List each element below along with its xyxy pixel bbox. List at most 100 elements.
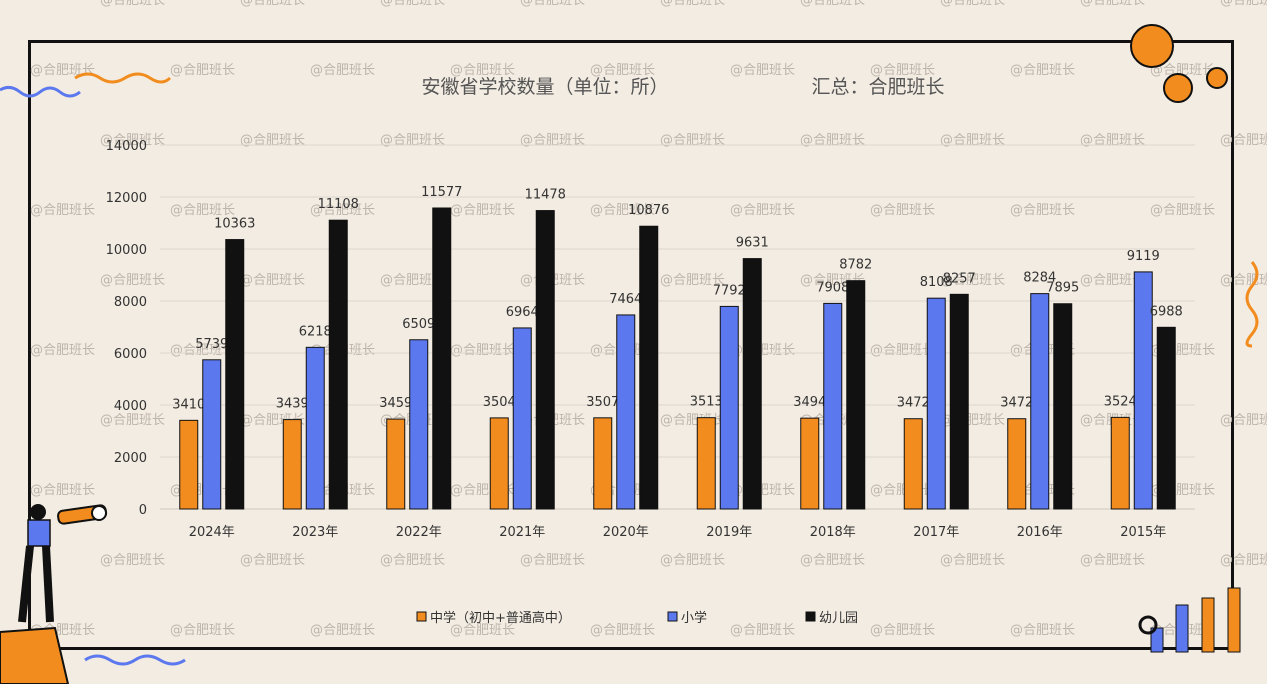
data-label: 10363 — [214, 217, 255, 232]
watermark-text: @合肥班长 — [870, 623, 935, 638]
watermark-text: @合肥班长 — [520, 0, 585, 8]
watermark-text: @合肥班长 — [1150, 63, 1215, 78]
watermark-text: @合肥班长 — [240, 133, 305, 148]
y-tick-label: 12000 — [106, 191, 147, 206]
watermark-text: @合肥班长 — [100, 413, 165, 428]
y-tick-label: 6000 — [114, 347, 147, 362]
bar — [903, 418, 923, 510]
data-label: 9119 — [1127, 249, 1160, 264]
bar — [696, 417, 716, 510]
watermark-text: @合肥班长 — [520, 133, 585, 148]
x-tick-label: 2016年 — [1017, 525, 1063, 540]
watermark-text: @合肥班长 — [590, 203, 655, 218]
x-tick-label: 2023年 — [292, 525, 338, 540]
legend-swatch — [805, 611, 816, 622]
bar — [1110, 416, 1130, 510]
bar — [926, 297, 946, 510]
bar — [328, 219, 348, 510]
legend-label: 幼儿园 — [819, 611, 858, 626]
watermark-text: @合肥班长 — [800, 133, 865, 148]
watermark-text: @合肥班长 — [100, 553, 165, 568]
watermark-text: @合肥班长 — [310, 63, 375, 78]
mini-bar-chart-icon — [1138, 587, 1241, 653]
data-label: 3504 — [483, 395, 516, 410]
watermark-text: @合肥班长 — [1080, 133, 1145, 148]
bar — [800, 417, 820, 510]
chart-title: 安徽省学校数量（单位：所） — [421, 76, 668, 98]
watermark-text: @合肥班长 — [870, 63, 935, 78]
bar — [409, 339, 429, 510]
watermark-text: @合肥班长 — [100, 133, 165, 148]
watermark-text: @合肥班长 — [30, 343, 95, 358]
watermark-text: @合肥班长 — [240, 273, 305, 288]
data-label: 6218 — [299, 324, 332, 339]
bar — [202, 359, 222, 510]
watermark-text: @合肥班长 — [1220, 273, 1267, 288]
legend-swatch — [667, 611, 678, 622]
bar — [386, 418, 406, 510]
data-label: 3494 — [793, 395, 826, 410]
watermark-text: @合肥班长 — [940, 553, 1005, 568]
bar — [225, 239, 245, 510]
watermark-text: @合肥班长 — [940, 273, 1005, 288]
decoration — [0, 24, 1259, 684]
data-label: 3472 — [897, 396, 930, 411]
watermark-text: @合肥班长 — [30, 203, 95, 218]
watermark-text: @合肥班长 — [660, 553, 725, 568]
watermark-text: @合肥班长 — [240, 0, 305, 8]
watermark-text: @合肥班长 — [870, 343, 935, 358]
watermark-text: @合肥班长 — [730, 623, 795, 638]
bar — [489, 417, 509, 510]
data-label: 7908 — [816, 280, 849, 295]
data-label: 8284 — [1023, 271, 1056, 286]
data-label: 9631 — [736, 236, 769, 251]
watermark-text: @合肥班长 — [170, 623, 235, 638]
bar — [639, 225, 659, 510]
data-label: 3459 — [379, 396, 412, 411]
data-label: 6964 — [506, 305, 539, 320]
y-tick-label: 10000 — [106, 243, 147, 258]
data-label: 10876 — [628, 203, 669, 218]
bar — [616, 314, 636, 510]
x-tick-label: 2018年 — [810, 525, 856, 540]
bar — [432, 207, 452, 510]
bar — [179, 419, 199, 510]
watermark-text: @合肥班长 — [170, 343, 235, 358]
y-tick-label: 4000 — [114, 399, 147, 414]
data-label: 5739 — [195, 337, 228, 352]
data-label: 3524 — [1104, 394, 1137, 409]
bar — [1156, 326, 1176, 510]
bar — [742, 258, 762, 510]
watermark-text: @合肥班长 — [380, 133, 445, 148]
watermark-text: @合肥班长 — [730, 63, 795, 78]
watermark-text: @合肥班长 — [660, 133, 725, 148]
watermark-text: @合肥班长 — [1220, 133, 1267, 148]
watermark-text: @合肥班长 — [100, 0, 165, 8]
y-tick-label: 14000 — [106, 139, 147, 154]
y-tick-label: 8000 — [114, 295, 147, 310]
watermark-text: @合肥班长 — [450, 343, 515, 358]
data-label: 8257 — [943, 271, 976, 286]
legend-label: 小学 — [681, 610, 707, 626]
data-label: 6988 — [1150, 304, 1183, 319]
legend: 中学（初中+普通高中） 小学 幼儿园 — [416, 610, 858, 626]
watermark-text: @合肥班长 — [520, 553, 585, 568]
watermark-text: @合肥班长 — [170, 203, 235, 218]
watermark-text: @合肥班长 — [1080, 0, 1145, 8]
watermark-text: @合肥班长 — [660, 0, 725, 8]
watermark-text: @合肥班长 — [240, 553, 305, 568]
watermark-text: @合肥班长 — [1080, 553, 1145, 568]
chart-frame — [28, 40, 1234, 650]
bar — [949, 293, 969, 510]
x-tick-label: 2017年 — [913, 525, 959, 540]
watermark-text: @合肥班长 — [590, 63, 655, 78]
watermark-text: @合肥班长 — [940, 133, 1005, 148]
watermark-text: @合肥班长 — [660, 273, 725, 288]
watermark-text: @合肥班长 — [380, 553, 445, 568]
x-tick-label: 2024年 — [189, 525, 235, 540]
data-label: 3513 — [690, 395, 723, 410]
watermark-text: @合肥班长 — [1010, 623, 1075, 638]
data-label: 8108 — [920, 275, 953, 290]
watermark-text: @合肥班长 — [100, 273, 165, 288]
